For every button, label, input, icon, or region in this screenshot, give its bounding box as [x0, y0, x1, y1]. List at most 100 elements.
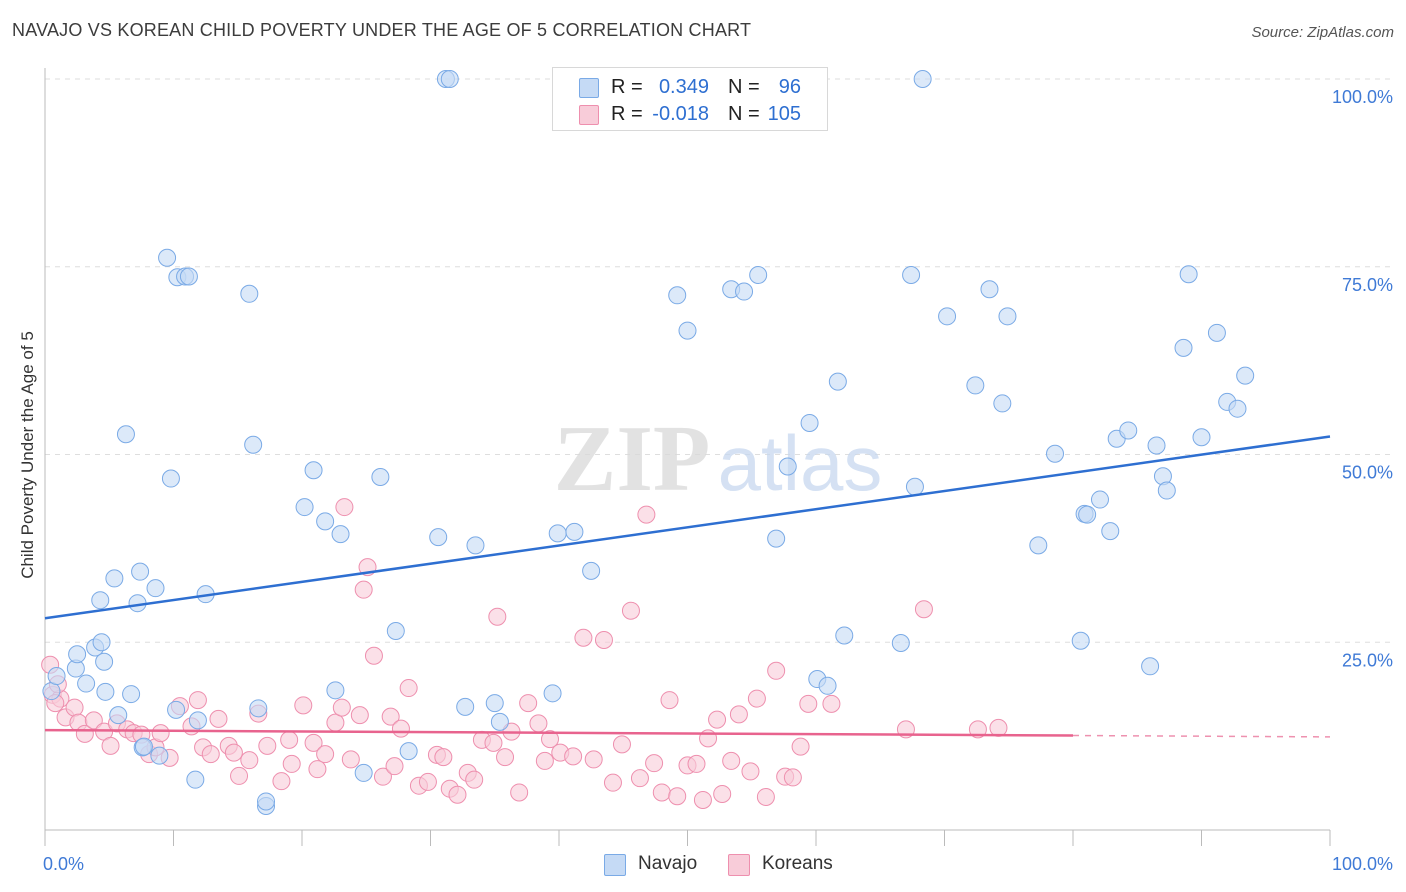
navajo-point — [582, 561, 601, 580]
r-label: R = — [611, 76, 643, 98]
koreans-point — [399, 679, 418, 698]
koreans-point — [341, 750, 360, 769]
navajo-point — [1101, 522, 1120, 541]
navajo-point — [257, 792, 276, 811]
navajo-point — [835, 626, 854, 645]
koreans-point — [612, 735, 631, 754]
koreans-point — [708, 710, 727, 729]
axes — [44, 68, 1331, 846]
navajo-point — [490, 712, 509, 731]
n-label: N = — [728, 76, 760, 98]
navajo-point — [1071, 631, 1090, 650]
navajo-point — [131, 562, 150, 581]
koreans-point — [151, 724, 170, 743]
tick-labels: 25.0% 50.0% 75.0% 100.0% 0.0% 100.0% — [43, 87, 1393, 874]
navajo-point — [1119, 421, 1138, 440]
koreans-point — [308, 760, 327, 779]
navajo-point — [1179, 265, 1198, 284]
koreans-point — [767, 661, 786, 680]
navajo-point — [818, 676, 837, 695]
koreans-point — [713, 784, 732, 803]
navajo-point — [1090, 490, 1109, 509]
navajo-point — [109, 706, 128, 725]
koreans-point — [594, 630, 613, 649]
navajo-point — [905, 477, 924, 496]
navajo-point — [980, 280, 999, 299]
koreans-point — [660, 691, 679, 710]
navajo-point — [116, 425, 135, 444]
x-tick-label-max: 100.0% — [1332, 854, 1393, 874]
koreans-point — [304, 733, 323, 752]
navajo-point — [767, 529, 786, 548]
navajo-point — [371, 468, 390, 487]
navajo-point — [249, 699, 268, 718]
koreans-point — [332, 698, 351, 717]
koreans-point — [272, 772, 291, 791]
koreans-point — [101, 736, 120, 755]
navajo-point — [42, 682, 61, 701]
navajo-point — [167, 700, 186, 719]
koreans-point — [381, 707, 400, 726]
koreans-trend-line — [44, 728, 1074, 737]
koreans-point — [574, 628, 593, 647]
grid-lines — [45, 78, 1395, 643]
koreans-point — [354, 580, 373, 599]
navajo-point — [1078, 505, 1097, 524]
navajo-point — [1192, 428, 1211, 447]
navajo-swatch — [579, 78, 599, 98]
navajo-point — [440, 70, 459, 88]
navajo-point — [466, 536, 485, 555]
navajo-point — [548, 524, 567, 543]
koreans-point — [240, 751, 259, 770]
navajo-point — [68, 645, 87, 664]
navajo-point — [399, 742, 418, 761]
koreans-point — [519, 694, 538, 713]
legend-row-navajo: R = 0.349 N = 96 — [553, 74, 827, 100]
navajo-point — [913, 70, 932, 88]
navajo-point — [146, 579, 165, 598]
navajo-point — [161, 469, 180, 488]
koreans-point — [294, 696, 313, 715]
navajo-point — [456, 697, 475, 716]
correlation-legend: R = 0.349 N = 96 R = -0.018 N = 105 — [552, 67, 828, 131]
navajo-point — [186, 770, 205, 789]
y-tick-label: 75.0% — [1342, 275, 1393, 295]
trend-lines — [44, 435, 1331, 738]
x-tick-label-min: 0.0% — [43, 854, 84, 874]
koreans-point — [282, 754, 301, 773]
koreans-point — [603, 773, 622, 792]
navajo-point — [966, 376, 985, 395]
n-value: 96 — [778, 76, 801, 98]
koreans-point — [316, 745, 335, 764]
koreans-point — [968, 720, 987, 739]
navajo-point — [295, 498, 314, 517]
navajo-point — [95, 652, 114, 671]
legend-label: Navajo — [638, 853, 698, 874]
koreans-point — [230, 766, 249, 785]
koreans-point — [621, 601, 640, 620]
koreans-swatch — [579, 105, 599, 125]
navajo-point — [778, 457, 797, 476]
navajo-point — [668, 286, 687, 305]
navajo-point — [96, 682, 115, 701]
navajo-point — [105, 569, 124, 588]
navajo-swatch — [604, 854, 626, 876]
koreans-point — [418, 772, 437, 791]
koreans-point — [747, 689, 766, 708]
navajo-point — [1207, 323, 1226, 342]
koreans-trend-line-dashed — [1072, 734, 1331, 738]
koreans-point — [65, 698, 84, 717]
koreans-point — [84, 711, 103, 730]
navajo-point — [354, 763, 373, 782]
navajo-point — [429, 528, 448, 547]
navajo-point — [1236, 366, 1255, 385]
navajo-point — [134, 737, 153, 756]
navajo-point — [304, 461, 323, 480]
koreans-point — [564, 747, 583, 766]
koreans-point — [722, 751, 741, 770]
navajo-point — [316, 512, 335, 531]
koreans-point — [529, 714, 548, 733]
koreans-point — [541, 730, 560, 749]
koreans-point — [335, 498, 354, 517]
